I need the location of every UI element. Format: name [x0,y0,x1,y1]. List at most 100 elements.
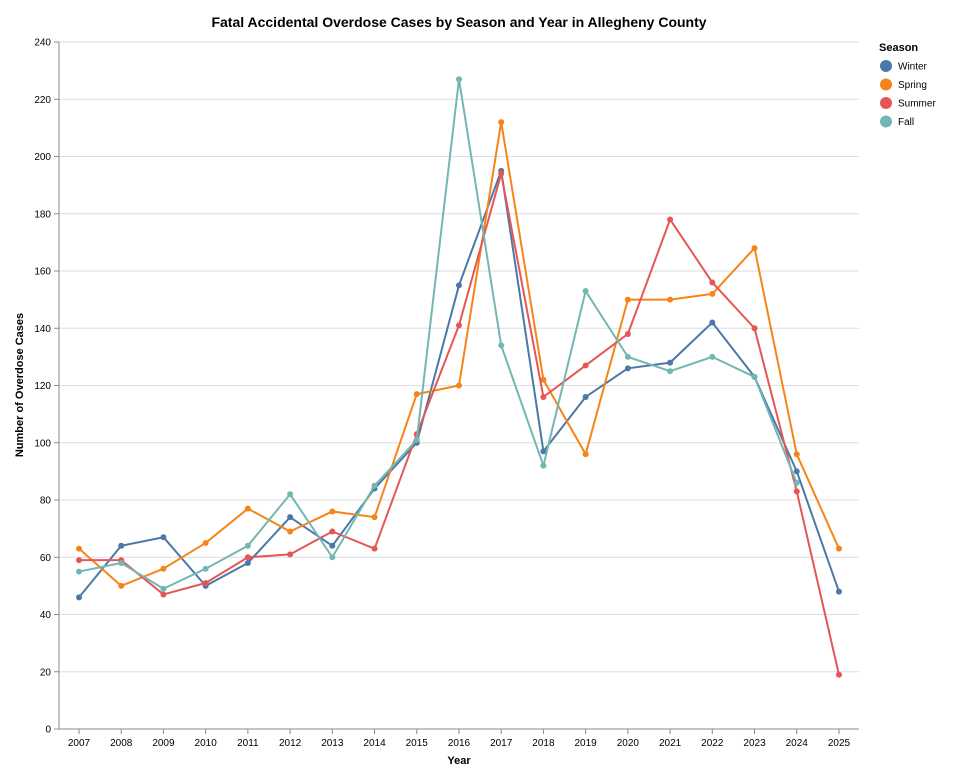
data-point-spring [667,296,674,303]
data-point-spring [329,508,336,515]
data-point-fall [709,353,716,360]
data-point-summer [498,170,505,177]
data-point-winter [582,393,589,400]
x-tick-label: 2015 [406,738,429,749]
data-point-summer [835,671,842,678]
x-tick-label: 2023 [743,738,766,749]
data-point-summer [624,330,631,337]
y-tick-label: 120 [34,381,51,392]
data-point-spring [624,296,631,303]
legend-swatch [880,97,892,109]
data-point-summer [202,580,209,587]
y-tick-label: 100 [34,438,51,449]
data-point-summer [287,551,294,558]
data-point-fall [498,342,505,349]
x-tick-label: 2024 [786,738,809,749]
legend-label: Summer [898,99,936,110]
data-point-summer [667,216,674,223]
series-lines [76,76,842,678]
series-fall [76,76,800,592]
data-point-spring [76,545,82,552]
data-point-summer [329,528,336,535]
series-line-summer [79,172,840,675]
data-point-summer [793,488,800,495]
legend-swatch [880,60,892,72]
data-point-spring [498,119,505,126]
data-point-winter [793,468,800,475]
data-point-winter [76,594,82,601]
x-tick-label: 2017 [490,738,513,749]
legend-item-fall: Fall [880,115,914,128]
data-point-fall [118,559,125,566]
data-point-spring [835,545,842,552]
data-point-fall [202,565,209,572]
data-point-fall [244,542,251,549]
data-point-winter [160,534,167,541]
data-point-winter [455,282,462,289]
data-point-summer [160,591,167,598]
data-point-spring [582,451,589,458]
legend-swatch [880,115,892,128]
data-point-summer [455,322,462,329]
y-tick-label: 200 [34,152,51,163]
x-tick-label: 2021 [659,738,682,749]
y-tick-label: 220 [34,95,51,106]
data-point-spring [413,391,420,398]
data-point-spring [709,290,716,297]
data-point-winter [624,365,631,372]
x-tick-label: 2011 [237,738,259,749]
x-tick-label: 2013 [321,738,344,749]
data-point-winter [709,319,716,326]
x-tick-label: 2022 [701,738,724,749]
data-point-winter [287,514,294,521]
series-line-fall [78,78,798,590]
y-axis-title: Number of Overdose Cases [14,313,26,457]
y-tick-label: 240 [34,38,51,49]
x-tick-label: 2025 [828,738,851,749]
data-point-fall [455,76,462,83]
data-point-winter [835,588,842,595]
chart-title: Fatal Accidental Overdose Cases by Seaso… [211,14,706,30]
y-tick-label: 140 [34,324,51,335]
legend-item-winter: Winter [880,60,928,73]
legend-label: Spring [898,80,927,91]
legend-title: Season [879,42,918,54]
data-point-summer [751,325,758,332]
legend-item-spring: Spring [880,78,927,91]
x-tick-label: 2020 [617,738,640,749]
data-point-fall [540,462,547,469]
data-point-summer [709,279,716,286]
y-tick-label: 0 [45,725,51,736]
data-point-summer [540,393,547,400]
data-point-spring [160,565,167,572]
data-point-spring [118,582,125,589]
y-tick-label: 80 [40,496,52,507]
data-point-fall [371,482,378,489]
data-point-spring [202,539,209,546]
x-tick-label: 2009 [152,738,175,749]
x-tick-label: 2019 [575,738,598,749]
y-tick-label: 180 [34,209,51,220]
legend-item-summer: Summer [880,97,936,110]
data-point-fall [413,436,420,443]
x-tick-label: 2018 [532,738,555,749]
data-point-fall [624,353,631,360]
legend-swatch [880,78,892,91]
legend: Season Winter Spring Summer Fall [879,42,936,128]
data-point-summer [582,362,589,369]
x-tick-label: 2014 [363,738,386,749]
data-point-fall [751,373,758,380]
data-point-summer [371,545,378,552]
y-tick-label: 160 [34,267,51,278]
series-summer [76,170,842,678]
data-point-winter [244,559,251,566]
y-tick-label: 60 [40,553,52,564]
data-point-spring [287,528,294,535]
data-point-summer [76,557,82,564]
data-point-spring [751,245,758,252]
data-point-winter [540,448,547,455]
data-point-spring [793,451,800,458]
x-tick-label: 2012 [279,738,302,749]
x-tick-label: 2016 [448,738,471,749]
